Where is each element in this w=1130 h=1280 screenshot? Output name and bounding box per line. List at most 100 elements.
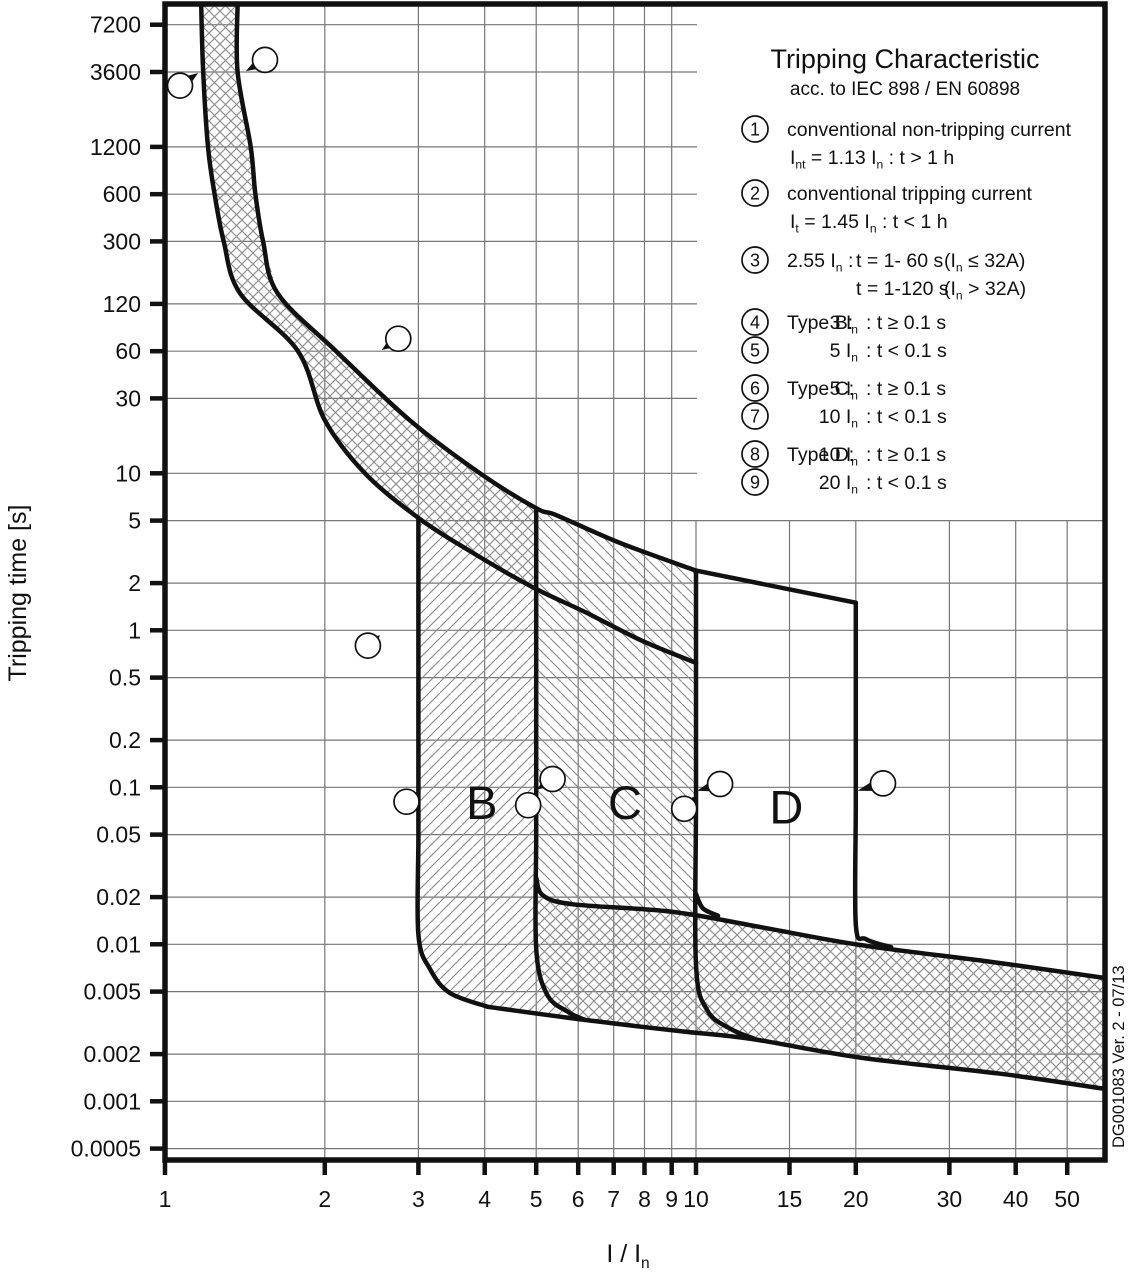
chart-marker-5: 5 — [537, 0, 566, 793]
x-tick-label: 4 — [478, 1186, 491, 1212]
legend-item-3: 3 2.55 In :t = 1- 60 s (In ≤ 32A) t = 1-120… — [741, 246, 1026, 303]
legend-item-text: It = 1.45 In : t < 1 h — [790, 211, 948, 236]
legend-item-text: 20 In — [819, 472, 858, 497]
zone-label-B: B — [466, 776, 497, 829]
chart-marker-3: 3 — [381, 0, 412, 353]
marker-number: 4 — [401, 0, 412, 5]
y-tick-label: 0.01 — [96, 931, 141, 957]
curve-type-d-upper-line — [693, 568, 859, 605]
legend-item-text: 5 In — [830, 340, 858, 365]
legend-item-4: 4 Type B:3 In : t ≥ 0.1 s — [741, 308, 946, 337]
marker-number: 2 — [750, 183, 760, 203]
marker-number: 7 — [715, 0, 726, 5]
legend-item-text: t = 1- 60 s — [856, 250, 944, 272]
marker-circle — [384, 325, 412, 353]
legend-item-5: 5 5 In: t < 0.1 s — [741, 336, 947, 365]
x-tick-label: 10 — [683, 1186, 709, 1212]
marker-circle — [741, 336, 769, 364]
legend-item-text: : t ≥ 0.1 s — [866, 312, 946, 334]
marker-number: 9 — [750, 472, 760, 492]
curve-magnetic-d-10In-top-fillet — [693, 891, 721, 919]
chart-marker-6: 6 — [514, 0, 542, 819]
chart-marker-7: 7 — [697, 0, 734, 798]
legend-item-text: 5 In — [830, 378, 858, 403]
marker-number: 9 — [878, 0, 889, 5]
legend-item-text: (In ≤ 32A) — [944, 250, 1025, 275]
chart-marker-3: 3 — [354, 0, 382, 659]
marker-number: 1 — [175, 0, 186, 5]
marker-circle — [514, 791, 542, 819]
legend-item-text: (In > 32A) — [944, 278, 1026, 303]
legend-item-number: 2 — [741, 179, 769, 207]
marker-circle — [869, 770, 897, 797]
y-tick-label: 0.002 — [83, 1041, 141, 1067]
x-tick-label: 15 — [777, 1186, 803, 1212]
legend-item-text: Type C: — [787, 378, 854, 400]
region-thermal-band — [201, 4, 537, 589]
region-zone-b — [418, 517, 585, 1020]
x-tick-label: 40 — [1003, 1186, 1029, 1212]
y-tick-label: 3600 — [90, 59, 141, 85]
y-tick-label: 60 — [115, 338, 141, 364]
marker-number: 5 — [547, 0, 558, 5]
marker-circle — [741, 179, 769, 207]
legend-item-text: 3 In — [830, 312, 858, 337]
legend-item-6: 6 Type C:5 In: t ≥ 0.1 s — [741, 374, 946, 403]
legend-item-text: 10 In — [819, 406, 858, 431]
marker-number: 4 — [750, 312, 760, 332]
x-tick-label: 20 — [843, 1186, 869, 1212]
curve-magnetic-b-3In — [415, 515, 490, 1010]
marker-badge: 2 — [251, 0, 279, 74]
y-tick-label: 0.005 — [83, 979, 141, 1005]
marker-number: 3 — [393, 0, 404, 5]
chart-marker-9: 9 — [857, 0, 897, 797]
y-tick-label: 1 — [128, 617, 141, 643]
marker-circle — [251, 46, 279, 74]
x-tick-label: 8 — [638, 1186, 651, 1212]
y-tick-label: 2 — [128, 570, 141, 596]
curve-magnetic-d-20In — [852, 600, 894, 950]
marker-circle — [354, 632, 382, 659]
x-tick-label: 9 — [665, 1186, 678, 1212]
chart-marker-8: 8 — [670, 0, 698, 823]
y-tick-label: 0.05 — [96, 822, 141, 848]
y-tick-label: 0.001 — [83, 1088, 141, 1114]
legend-item-number: 5 — [741, 336, 769, 364]
curve-thermal-boundary-1.45In — [234, 2, 699, 573]
characteristic-curves — [198, 2, 1108, 1092]
marker-circle — [166, 72, 194, 99]
y-tick-label: 0.2 — [109, 727, 141, 753]
legend-item-text: t = 1-120 s — [856, 278, 949, 300]
legend-item-text: 10 In — [819, 444, 858, 469]
legend-item-number: 4 — [741, 308, 769, 336]
marker-circle — [741, 246, 769, 274]
legend-item-text: conventional tripping current — [787, 183, 1033, 205]
marker-circle — [741, 308, 769, 336]
y-tick-label: 5 — [128, 508, 141, 534]
y-tick-label: 0.1 — [109, 774, 141, 800]
marker-circle — [393, 788, 420, 816]
legend-item-number: 7 — [741, 402, 769, 430]
x-tick-label: 2 — [318, 1186, 331, 1212]
x-axis: 1 2 3 4 5 6 7 8 9 10 15 20 30 40 50 — [159, 1160, 1080, 1212]
legend-item-number: 1 — [741, 115, 769, 143]
legend-item-text: conventional non-tripping current — [787, 119, 1072, 141]
legend-item-text: : t ≥ 0.1 s — [866, 444, 946, 466]
curve-magnetic-c-5In — [533, 505, 588, 1023]
marker-number: 8 — [750, 444, 760, 464]
region-thermal-band-c-part — [536, 508, 696, 663]
x-tick-label: 6 — [572, 1186, 585, 1212]
legend-item-2: 2 conventional tripping current It = 1.45 … — [741, 179, 1033, 236]
curve-instantaneous-upper — [533, 875, 1108, 981]
marker-badge: 3 — [384, 0, 412, 353]
marker-circle — [741, 115, 769, 143]
legend-item-text: : t < 0.1 s — [866, 406, 947, 428]
x-tick-label: 3 — [412, 1186, 425, 1212]
legend-item-1: 1 conventional non-tripping current Int = … — [741, 115, 1072, 172]
marker-circle — [741, 468, 769, 496]
legend-item-text: : t ≥ 0.1 s — [866, 378, 946, 400]
legend-item-text: Int = 1.13 In : t > 1 h — [790, 147, 954, 172]
legend-item-text: Type B: — [787, 312, 853, 334]
